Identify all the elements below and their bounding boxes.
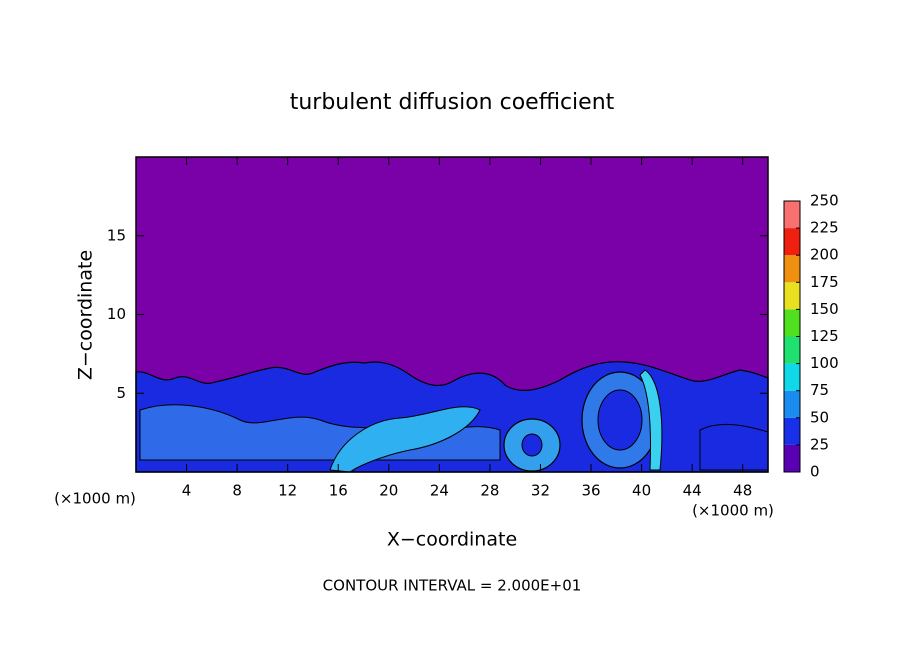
colorbar-segment — [784, 417, 800, 445]
colorbar-segment — [784, 282, 800, 310]
colorbar-tick-label: 100 — [810, 354, 839, 372]
colorbar-segment — [784, 255, 800, 283]
colorbar-segment — [784, 309, 800, 337]
x-unit-label: (×1000 m) — [692, 502, 774, 520]
y-tick-label: 5 — [116, 384, 126, 402]
y-tick-label: 15 — [107, 226, 126, 244]
turbulent-field — [135, 361, 769, 473]
eddy — [597, 389, 643, 451]
colorbar-segment — [784, 390, 800, 418]
x-tick-label: 8 — [232, 482, 242, 500]
x-tick-label: 20 — [379, 482, 398, 500]
turbulent-layer — [329, 406, 481, 473]
eddy — [521, 433, 543, 457]
colorbar-segment — [784, 336, 800, 364]
colorbar-tick-label: 0 — [810, 463, 820, 481]
colorbar-tick-label: 225 — [810, 219, 839, 237]
colorbar-segment — [784, 228, 800, 256]
colorbar-tick-label: 200 — [810, 246, 839, 264]
x-tick-label: 4 — [182, 482, 192, 500]
x-tick-label: 48 — [733, 482, 752, 500]
colorbar-tick-label: 75 — [810, 381, 829, 399]
colorbar-segment — [784, 363, 800, 391]
x-tick-label: 32 — [531, 482, 550, 500]
chart-title: turbulent diffusion coefficient — [290, 90, 615, 115]
colorbar-segment — [784, 201, 800, 229]
colorbar-segment — [784, 444, 800, 472]
colorbar-tick-label: 50 — [810, 408, 829, 426]
colorbar-tick-label: 150 — [810, 300, 839, 318]
colorbar-tick-label: 175 — [810, 273, 839, 291]
x-tick-label: 40 — [632, 482, 651, 500]
x-unit-label: (×1000 m) — [54, 490, 136, 508]
y-tick-label: 10 — [107, 305, 126, 323]
x-tick-label: 12 — [278, 482, 297, 500]
footnote: CONTOUR INTERVAL = 2.000E+01 — [323, 577, 582, 595]
x-tick-label: 36 — [581, 482, 600, 500]
colorbar-tick-label: 250 — [810, 192, 839, 210]
x-axis-title: X−coordinate — [387, 529, 517, 551]
y-axis-title: Z−coordinate — [75, 250, 97, 380]
x-tick-label: 28 — [480, 482, 499, 500]
colorbar-tick-label: 25 — [810, 435, 829, 453]
eddy — [639, 369, 663, 471]
x-tick-label: 16 — [329, 482, 348, 500]
colorbar-tick-label: 125 — [810, 327, 839, 345]
turbulent-layer — [699, 423, 769, 471]
x-tick-label: 44 — [683, 482, 702, 500]
x-tick-label: 24 — [430, 482, 449, 500]
